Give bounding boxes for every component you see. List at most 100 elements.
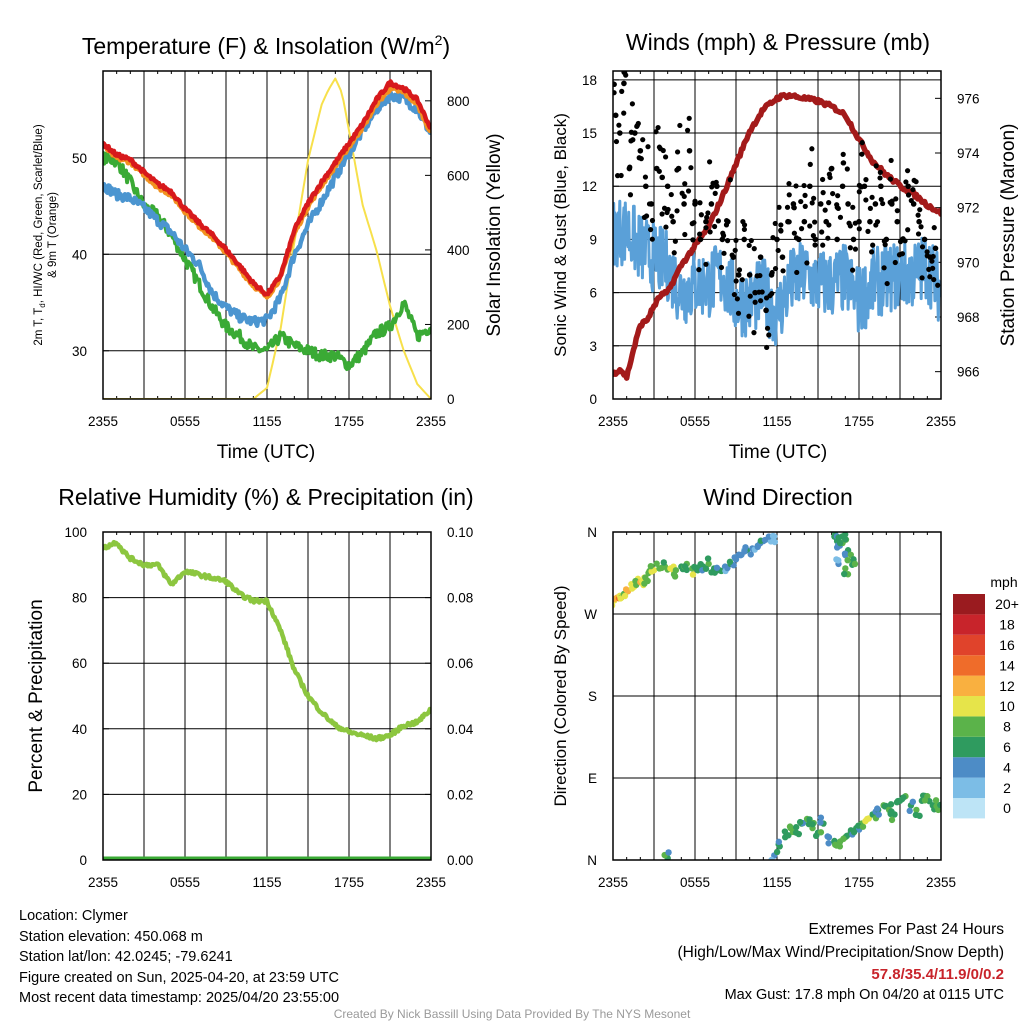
gust-point bbox=[764, 325, 771, 331]
direction-point bbox=[622, 586, 630, 593]
direction-point bbox=[642, 574, 649, 581]
gust-point bbox=[731, 291, 738, 298]
gust-point bbox=[757, 272, 763, 279]
gust-point bbox=[856, 226, 862, 232]
direction-point bbox=[888, 808, 895, 815]
y-right-tick-label: 200 bbox=[447, 317, 470, 332]
gust-point bbox=[809, 200, 815, 206]
y-right-tick-label: 966 bbox=[957, 365, 980, 380]
gust-point bbox=[856, 218, 862, 225]
gust-point bbox=[670, 218, 676, 225]
gust-point bbox=[735, 310, 742, 316]
gust-point bbox=[807, 223, 813, 229]
gust-point bbox=[859, 140, 865, 146]
gust-point bbox=[734, 296, 740, 302]
gust-point bbox=[662, 154, 669, 160]
gust-point bbox=[727, 177, 733, 183]
temperature-title: Temperature (F) & Insolation (W/m2) bbox=[82, 32, 450, 59]
gust-point bbox=[894, 208, 900, 214]
direction-point bbox=[887, 801, 895, 808]
gust-point bbox=[779, 254, 786, 260]
gust-point bbox=[870, 242, 876, 248]
gust-point bbox=[751, 246, 757, 252]
gust-point bbox=[935, 282, 941, 288]
x-tick-label: 2355 bbox=[88, 414, 118, 429]
direction-point bbox=[817, 814, 825, 821]
plot-frame bbox=[612, 531, 942, 861]
gust-point bbox=[623, 72, 629, 78]
gust-point bbox=[893, 196, 899, 202]
gust-point bbox=[764, 344, 770, 351]
wind-direction-ylabel: Direction (Colored By Speed) bbox=[551, 585, 570, 806]
gust-point bbox=[859, 151, 865, 157]
gust-point bbox=[892, 259, 898, 266]
gust-point bbox=[869, 194, 875, 200]
gust-point bbox=[674, 149, 681, 155]
colorbar-label: 12 bbox=[999, 678, 1015, 694]
direction-point bbox=[796, 818, 804, 826]
gust-point bbox=[705, 210, 711, 216]
x-tick-label: 0555 bbox=[170, 414, 200, 429]
direction-point bbox=[747, 551, 754, 558]
gust-point bbox=[723, 222, 730, 228]
gust-point bbox=[887, 176, 894, 182]
y-right-tick-label: 972 bbox=[957, 201, 980, 216]
gust-point bbox=[617, 130, 623, 136]
colorbar-label: 2 bbox=[1003, 780, 1011, 796]
gust-point bbox=[878, 183, 884, 190]
gust-point bbox=[697, 231, 703, 237]
gust-point bbox=[877, 175, 883, 181]
temperature-ylabel: 2m T, Td, HI/WC (Red, Green, Scarlet/Blu… bbox=[33, 124, 47, 345]
gust-point bbox=[850, 267, 856, 273]
colorbar-label: 8 bbox=[1003, 719, 1011, 735]
x-tick-label: 1755 bbox=[334, 875, 364, 890]
plot-area bbox=[103, 77, 431, 399]
series-sonic bbox=[613, 199, 941, 346]
gust-point bbox=[878, 196, 884, 203]
y-right-tick-label: 0.02 bbox=[447, 787, 473, 802]
gust-point bbox=[822, 207, 828, 213]
colorbar-label: 6 bbox=[1003, 739, 1011, 755]
direction-point bbox=[906, 807, 913, 815]
plot-frame bbox=[612, 70, 942, 400]
y-right-tick-label: 976 bbox=[957, 91, 980, 106]
direction-point bbox=[711, 569, 719, 576]
direction-point bbox=[841, 570, 848, 578]
direction-point bbox=[809, 820, 816, 828]
gust-point bbox=[881, 265, 887, 271]
gust-point bbox=[681, 201, 687, 207]
y-right-tick-label: 0.08 bbox=[447, 591, 473, 606]
gust-point bbox=[664, 209, 670, 216]
gust-point bbox=[647, 226, 654, 233]
gust-point bbox=[752, 289, 758, 296]
gust-point bbox=[741, 236, 747, 243]
x-tick-label: 2355 bbox=[598, 414, 628, 429]
gust-point bbox=[791, 230, 797, 236]
gust-point bbox=[649, 236, 655, 242]
y-tick-label: S bbox=[588, 689, 597, 704]
gust-point bbox=[776, 204, 782, 210]
x-tick-label: 2355 bbox=[88, 875, 118, 890]
direction-point bbox=[842, 565, 849, 572]
gust-point bbox=[642, 174, 649, 180]
gust-point bbox=[698, 212, 704, 218]
direction-point bbox=[786, 823, 794, 830]
y-tick-label: 15 bbox=[582, 126, 597, 141]
max-gust-text: Max Gust: 17.8 mph On 04/20 at 0115 UTC bbox=[724, 987, 1004, 1003]
direction-point bbox=[775, 838, 783, 846]
gust-point bbox=[881, 238, 887, 244]
gust-point bbox=[703, 218, 709, 225]
direction-point bbox=[806, 816, 813, 823]
gust-point bbox=[917, 207, 923, 213]
gust-point bbox=[704, 214, 710, 221]
gust-point bbox=[873, 163, 879, 169]
direction-point bbox=[632, 577, 639, 585]
temperature-ylabel-right: Solar Insolation (Yellow) bbox=[484, 133, 505, 336]
colorbar-label: 10 bbox=[999, 698, 1015, 714]
series-pressure bbox=[613, 91, 941, 381]
gust-point bbox=[884, 280, 890, 287]
gust-point bbox=[880, 200, 886, 207]
gust-point bbox=[696, 267, 702, 273]
gust-point bbox=[784, 204, 791, 210]
y-tick-label: 0 bbox=[589, 392, 597, 407]
